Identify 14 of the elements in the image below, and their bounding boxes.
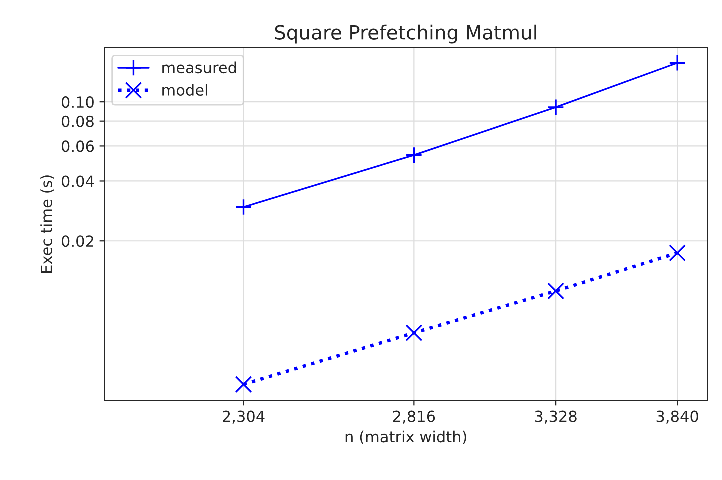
y-tick-label: 0.04 bbox=[62, 176, 94, 188]
y-tick-label: 0.10 bbox=[62, 96, 94, 108]
x-tick-label: 3,328 bbox=[535, 410, 577, 424]
y-tick-label: 0.06 bbox=[62, 140, 94, 152]
x-tick-label: 2,304 bbox=[223, 410, 265, 424]
x-axis-title: n (matrix width) bbox=[346, 430, 466, 444]
y-tick-label: 0.02 bbox=[62, 236, 94, 248]
legend-label: measured bbox=[162, 62, 236, 74]
x-tick-label: 3,840 bbox=[656, 410, 698, 424]
legend-label: model bbox=[162, 84, 208, 96]
chart-title: Square Prefetching Matmul bbox=[275, 24, 536, 44]
x-tick-label: 2,816 bbox=[393, 410, 436, 424]
y-tick-label: 0.08 bbox=[62, 116, 94, 128]
y-axis-title: Exec time (s) bbox=[40, 176, 54, 273]
